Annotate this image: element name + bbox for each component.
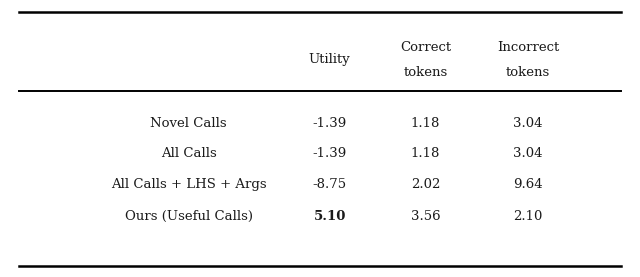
Text: 5.10: 5.10 <box>314 210 346 222</box>
Text: 1.18: 1.18 <box>411 147 440 160</box>
Text: 3.56: 3.56 <box>411 210 440 222</box>
Text: All Calls: All Calls <box>161 147 217 160</box>
Text: -1.39: -1.39 <box>312 147 347 160</box>
Text: 9.64: 9.64 <box>513 178 543 191</box>
Text: Incorrect: Incorrect <box>497 41 559 53</box>
Text: -8.75: -8.75 <box>312 178 347 191</box>
Text: -1.39: -1.39 <box>312 117 347 130</box>
Text: Correct: Correct <box>400 41 451 53</box>
Text: 2.02: 2.02 <box>411 178 440 191</box>
Text: All Calls + LHS + Args: All Calls + LHS + Args <box>111 178 267 191</box>
Text: Ours (Useful Calls): Ours (Useful Calls) <box>125 210 253 222</box>
Text: 1.18: 1.18 <box>411 117 440 130</box>
Text: 2.10: 2.10 <box>513 210 543 222</box>
Text: Utility: Utility <box>308 53 351 66</box>
Text: Novel Calls: Novel Calls <box>150 117 227 130</box>
Text: tokens: tokens <box>403 66 448 78</box>
Text: 3.04: 3.04 <box>513 117 543 130</box>
Text: tokens: tokens <box>506 66 550 78</box>
Text: 3.04: 3.04 <box>513 147 543 160</box>
